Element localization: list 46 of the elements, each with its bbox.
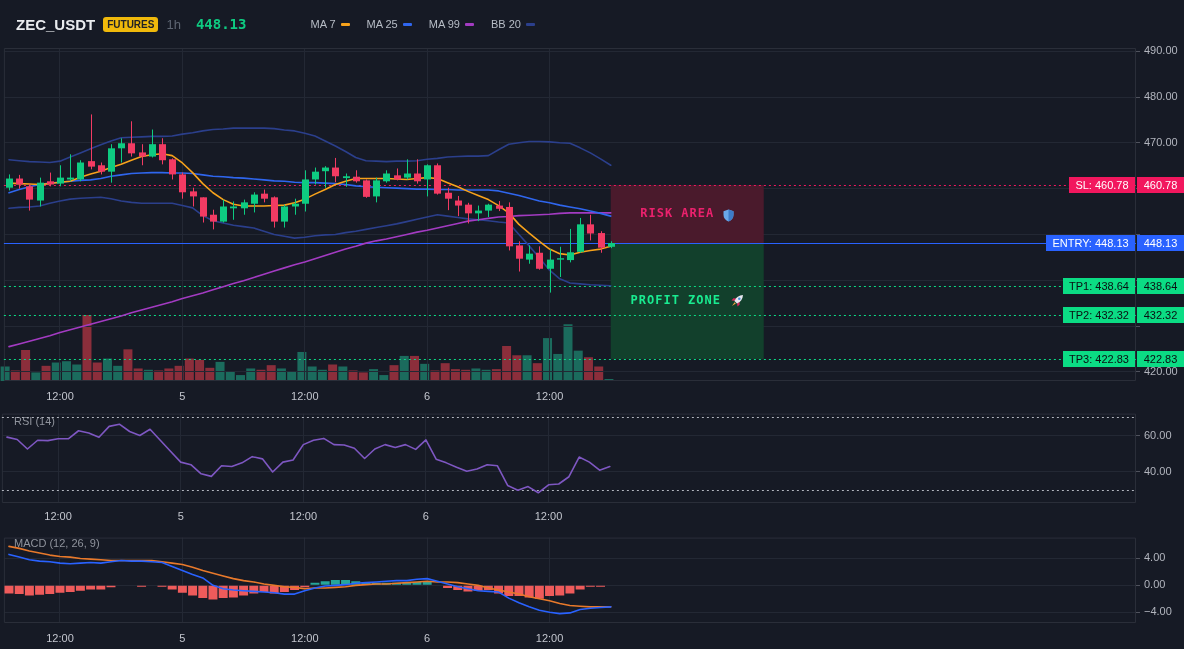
chart-title: ZEC_USDT (16, 15, 96, 33)
y-tick-label: 60.00 (1144, 428, 1172, 441)
y-tick-label: −4.00 (1144, 605, 1172, 618)
text: 460.78 (1143, 178, 1178, 191)
x-tick-label: 12:00 (291, 631, 319, 644)
text: 448.13 (1143, 236, 1178, 249)
band-label: PROFIT ZONE (630, 293, 721, 308)
legend-label: BB 20 (490, 18, 521, 30)
ref-line-label: ENTRY: 448.13 (1052, 236, 1129, 249)
y-tick-label: 0.00 (1144, 578, 1166, 591)
x-tick-label: 6 (422, 509, 429, 522)
x-tick-label: 12:00 (289, 509, 318, 522)
chart-title: MACD (12, 26, 9) (14, 537, 100, 549)
y-tick-label: 40.00 (1144, 465, 1172, 478)
text: FUTURES (103, 16, 159, 32)
legend-label: MA 25 (366, 18, 398, 30)
x-tick-label: 12:00 (535, 631, 564, 644)
band-label: RISK AREA (640, 206, 715, 221)
ref-line-label: TP3: 422.83 (1069, 352, 1129, 365)
y-tick-label: 4.00 (1144, 551, 1166, 564)
ref-line-label: TP2: 432.32 (1069, 308, 1129, 321)
y-tick-label: 470.00 (1144, 135, 1178, 148)
x-tick-label: 12:00 (46, 631, 74, 644)
x-tick-label: 6 (424, 389, 431, 402)
text: 432.32 (1143, 308, 1178, 321)
x-tick-label: 12:00 (291, 389, 319, 402)
ref-line-label: TP1: 438.64 (1069, 279, 1129, 292)
x-tick-label: 5 (177, 509, 184, 522)
x-tick-label: 12:00 (535, 389, 564, 402)
x-tick-label: 5 (179, 389, 186, 402)
x-tick-label: 5 (179, 631, 186, 644)
text: 422.83 (1143, 352, 1178, 365)
y-tick-label: 420.00 (1144, 364, 1178, 377)
legend-label: MA 99 (428, 18, 460, 30)
x-tick-label: 12:00 (44, 509, 72, 522)
text: 1h (166, 16, 181, 32)
text: 448.13 (195, 16, 247, 32)
x-tick-label: 6 (424, 631, 431, 644)
ref-line-label: SL: 460.78 (1075, 178, 1129, 191)
y-tick-label: 490.00 (1144, 44, 1178, 57)
chart-title: RSI (14) (14, 415, 55, 427)
legend-label: MA 7 (310, 18, 336, 30)
x-tick-label: 12:00 (46, 389, 74, 402)
x-tick-label: 12:00 (534, 509, 563, 522)
y-tick-label: 480.00 (1144, 90, 1178, 103)
text: 438.64 (1143, 279, 1178, 292)
